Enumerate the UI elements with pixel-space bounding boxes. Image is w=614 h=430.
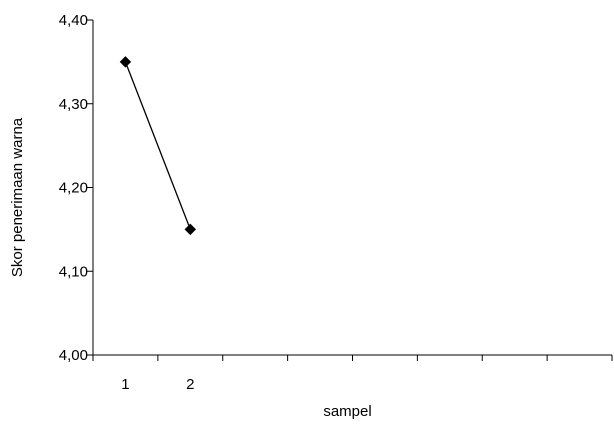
y-tick-label: 4,10 (59, 263, 88, 280)
y-tick-label: 4,20 (59, 180, 88, 197)
x-axis-title: sampel (323, 403, 371, 420)
data-point-marker (184, 223, 197, 236)
data-point-marker (119, 56, 132, 68)
y-axis-title: Skor penerimaan warna (9, 117, 26, 277)
x-tick-label: 2 (186, 376, 194, 393)
x-tick-label: 1 (121, 376, 129, 393)
y-tick-label: 4,30 (59, 96, 88, 113)
y-tick-label: 4,00 (59, 347, 88, 364)
series-line (124, 61, 191, 230)
y-tick-label: 4,40 (59, 12, 88, 29)
y-axis-ticks: 4,00 4,10 4,20 4,30 4,40 (59, 12, 93, 364)
data-series (119, 56, 197, 236)
